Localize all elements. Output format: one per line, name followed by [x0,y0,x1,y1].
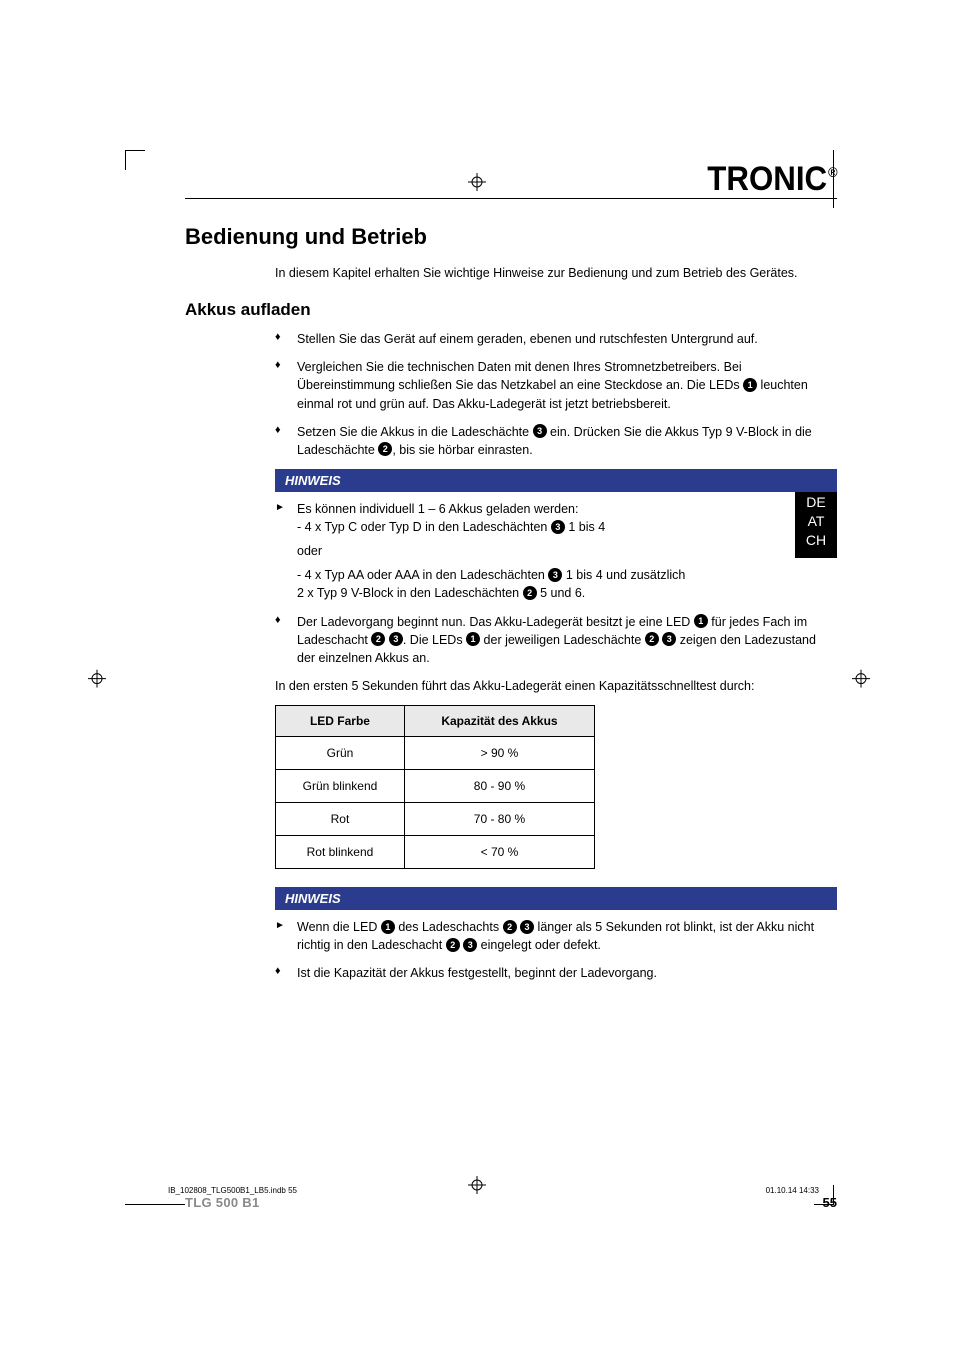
notice-body-1: Es können individuell 1 – 6 Akkus gelade… [275,500,837,603]
td-color: Rot blinkend [276,836,405,869]
ref-number-3: 3 [548,568,562,582]
ref-number-1: 1 [694,614,708,628]
logo-registered: ® [828,164,838,180]
logo-text: TRONIC [708,160,828,198]
list-item: Vergleichen Sie die technischen Daten mi… [275,358,837,412]
list-item: Der Ladevorgang beginnt nun. Das Akku-La… [275,613,837,667]
notice-text: Es können individuell 1 – 6 Akkus gelade… [297,502,578,516]
notice-body-2: Wenn die LED 1 des Ladeschachts 2 3 läng… [275,918,837,954]
registration-mark-left [88,670,106,688]
notice-text: Wenn die LED [297,920,381,934]
ref-number-2: 2 [378,442,392,456]
td-capacity: < 70 % [404,836,594,869]
td-color: Grün [276,737,405,770]
bullet-list-2: Der Ladevorgang beginnt nun. Das Akku-La… [275,613,837,667]
notice-text: - 4 x Typ AA oder AAA in den Ladeschächt… [297,568,548,582]
table-row: Grün> 90 % [276,737,595,770]
bullet-text: Ist die Kapazität der Akkus festgestellt… [297,966,657,980]
bullet-list-3: Ist die Kapazität der Akkus festgestellt… [275,964,837,982]
notice-line: Wenn die LED 1 des Ladeschachts 2 3 läng… [275,918,837,954]
intro-paragraph: In diesem Kapitel erhalten Sie wichtige … [275,264,837,282]
ref-number-3: 3 [533,424,547,438]
notice-bar: HINWEIS [275,887,837,910]
footer-page-number: 55 [823,1195,837,1210]
brand-logo: TRONIC® [708,160,837,199]
td-capacity: 70 - 80 % [404,803,594,836]
header-rule [185,198,837,199]
bullet-text: Setzen Sie die Akkus in die Ladeschächte [297,425,533,439]
table-row: Rot70 - 80 % [276,803,595,836]
ref-number-3: 3 [551,520,565,534]
bullet-text: Der Ladevorgang beginnt nun. Das Akku-La… [297,615,694,629]
ref-number-2: 2 [446,938,460,952]
th-capacity: Kapazität des Akkus [404,706,594,737]
ref-number-3: 3 [389,632,403,646]
ref-number-2: 2 [503,920,517,934]
ref-number-2: 2 [523,586,537,600]
table-row: Rot blinkend< 70 % [276,836,595,869]
notice-text: 5 und 6. [537,586,586,600]
ref-number-3: 3 [662,632,676,646]
ref-number-2: 2 [645,632,659,646]
ref-number-2: 2 [371,632,385,646]
notice-text: des Ladeschachts [395,920,503,934]
print-meta: IB_102808_TLG500B1_LB5.indb 55 01.10.14 … [168,1186,819,1195]
ref-number-1: 1 [743,378,757,392]
registration-mark-right [852,670,870,688]
td-color: Grün blinkend [276,770,405,803]
bullet-text: . Die LEDs [403,633,466,647]
ref-number-3: 3 [463,938,477,952]
bullet-text: der jeweiligen Ladeschächte [480,633,645,647]
ref-number-1: 1 [381,920,395,934]
list-item: Ist die Kapazität der Akkus festgestellt… [275,964,837,982]
notice-text: 1 bis 4 [565,520,605,534]
notice-line: - 4 x Typ AA oder AAA in den Ladeschächt… [275,566,837,602]
td-capacity: > 90 % [404,737,594,770]
notice-text: 1 bis 4 und zusätzlich [562,568,685,582]
td-capacity: 80 - 90 % [404,770,594,803]
notice-oder: oder [297,542,837,560]
ref-number-1: 1 [466,632,480,646]
list-item: Setzen Sie die Akkus in die Ladeschächte… [275,423,837,459]
test-paragraph: In den ersten 5 Sekunden führt das Akku-… [275,677,837,695]
list-item: Stellen Sie das Gerät auf einem geraden,… [275,330,837,348]
th-led-color: LED Farbe [276,706,405,737]
content: Bedienung und Betrieb In diesem Kapitel … [185,224,837,992]
meta-filename: IB_102808_TLG500B1_LB5.indb 55 [168,1186,297,1195]
page-footer: TLG 500 B1 55 [185,1195,837,1210]
notice-text: 2 x Typ 9 V-Block in den Ladeschächten [297,586,523,600]
heading-main: Bedienung und Betrieb [185,224,837,250]
page: TRONIC® DE AT CH Bedienung und Betrieb I… [125,150,837,1210]
heading-sub: Akkus aufladen [185,300,837,320]
td-color: Rot [276,803,405,836]
table-row: Grün blinkend80 - 90 % [276,770,595,803]
bullet-text: , bis sie hörbar einrasten. [392,443,532,457]
bullet-list-1: Stellen Sie das Gerät auf einem geraden,… [275,330,837,459]
bullet-text: Vergleichen Sie die technischen Daten mi… [297,360,743,392]
notice-text: - 4 x Typ C oder Typ D in den Ladeschäch… [297,520,551,534]
notice-line: Es können individuell 1 – 6 Akkus gelade… [275,500,837,536]
notice-bar: HINWEIS [275,469,837,492]
notice-text: eingelegt oder defekt. [477,938,601,952]
bullet-text: Stellen Sie das Gerät auf einem geraden,… [297,332,758,346]
led-table: LED Farbe Kapazität des Akkus Grün> 90 %… [275,705,595,869]
footer-model: TLG 500 B1 [185,1195,260,1210]
ref-number-3: 3 [520,920,534,934]
meta-datetime: 01.10.14 14:33 [766,1186,819,1195]
